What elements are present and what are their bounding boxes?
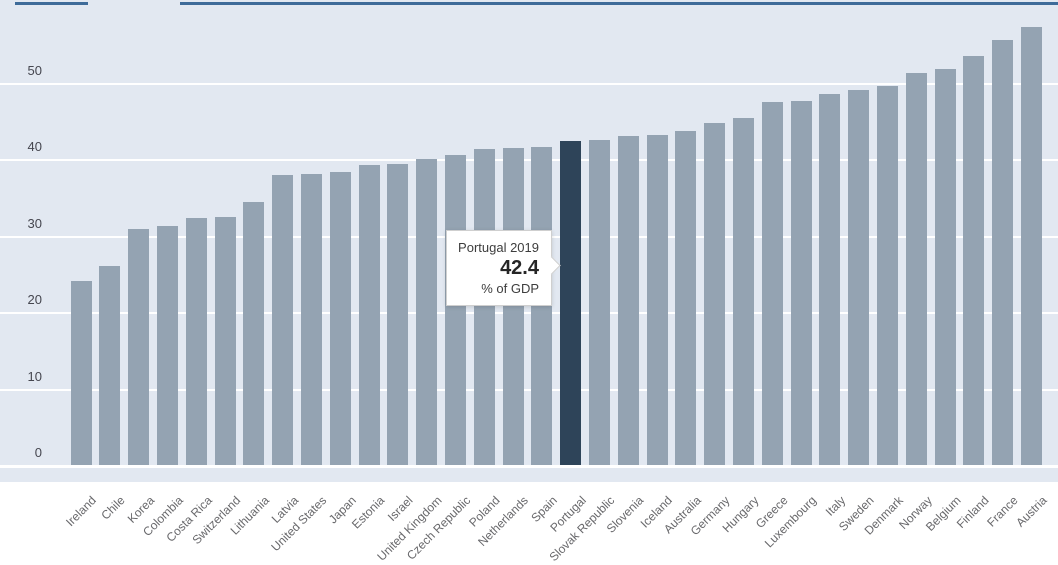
bar-switzerland[interactable] [214, 217, 236, 465]
bar-czech-republic[interactable] [444, 155, 466, 465]
bar-colombia[interactable] [156, 226, 178, 465]
bar-sweden[interactable] [848, 90, 870, 465]
bar-iceland[interactable] [646, 134, 668, 465]
gridline-20 [0, 312, 1058, 314]
bar-finland[interactable] [963, 56, 985, 465]
bar-italy[interactable] [819, 93, 841, 465]
gridline-50 [0, 82, 1058, 85]
tooltip-title: Portugal 2019 [458, 240, 539, 255]
bar-slovenia[interactable] [617, 136, 639, 465]
x-axis-label-ireland: Ireland [63, 493, 100, 530]
bar-portugal[interactable] [560, 140, 582, 465]
bar-norway[interactable] [905, 72, 927, 465]
bar-denmark[interactable] [876, 86, 898, 465]
bar-united-states[interactable] [300, 174, 322, 465]
bar-luxembourg[interactable] [790, 100, 812, 465]
y-tick-label-0: 0 [34, 445, 42, 460]
bar-israel[interactable] [387, 163, 409, 465]
gridline-0 [0, 465, 1058, 468]
bar-france[interactable] [992, 40, 1014, 465]
y-tick-label-50: 50 [27, 62, 42, 78]
bar-slovak-republic[interactable] [588, 139, 610, 465]
y-tick-label-10: 10 [27, 368, 42, 384]
bar-belgium[interactable] [934, 68, 956, 465]
tooltip-value: 42.4 [500, 257, 539, 279]
bar-austria[interactable] [1020, 27, 1042, 465]
top-border-segment-left [15, 2, 88, 5]
bar-poland[interactable] [473, 149, 495, 465]
bar-netherlands[interactable] [502, 148, 524, 465]
bar-hungary[interactable] [732, 118, 754, 465]
bar-lithuania[interactable] [243, 201, 265, 465]
bar-united-kingdom[interactable] [416, 159, 438, 465]
x-axis-label-chile: Chile [98, 493, 129, 523]
y-tick-label-30: 30 [27, 215, 42, 231]
bar-costa-rica[interactable] [185, 217, 207, 465]
gridline-10 [0, 388, 1058, 391]
x-axis-label-austria: Austria [1013, 493, 1050, 530]
bar-japan[interactable] [329, 172, 351, 465]
gridline-40 [0, 159, 1058, 161]
bar-germany[interactable] [704, 123, 726, 465]
tooltip-unit: % of GDP [481, 281, 539, 296]
bar-ireland[interactable] [70, 280, 92, 465]
y-tick-label-40: 40 [27, 139, 42, 154]
y-tick-label-20: 20 [27, 292, 42, 307]
tooltip: Portugal 2019 42.4 % of GDP [446, 230, 561, 306]
bar-australia[interactable] [675, 131, 697, 465]
bar-chile[interactable] [99, 266, 121, 465]
bar-korea[interactable] [128, 228, 150, 465]
bar-latvia[interactable] [272, 175, 294, 465]
x-axis-label-france: France [984, 493, 1021, 530]
bar-greece[interactable] [761, 102, 783, 465]
bar-estonia[interactable] [358, 165, 380, 465]
top-border-segment-right [180, 2, 1058, 5]
